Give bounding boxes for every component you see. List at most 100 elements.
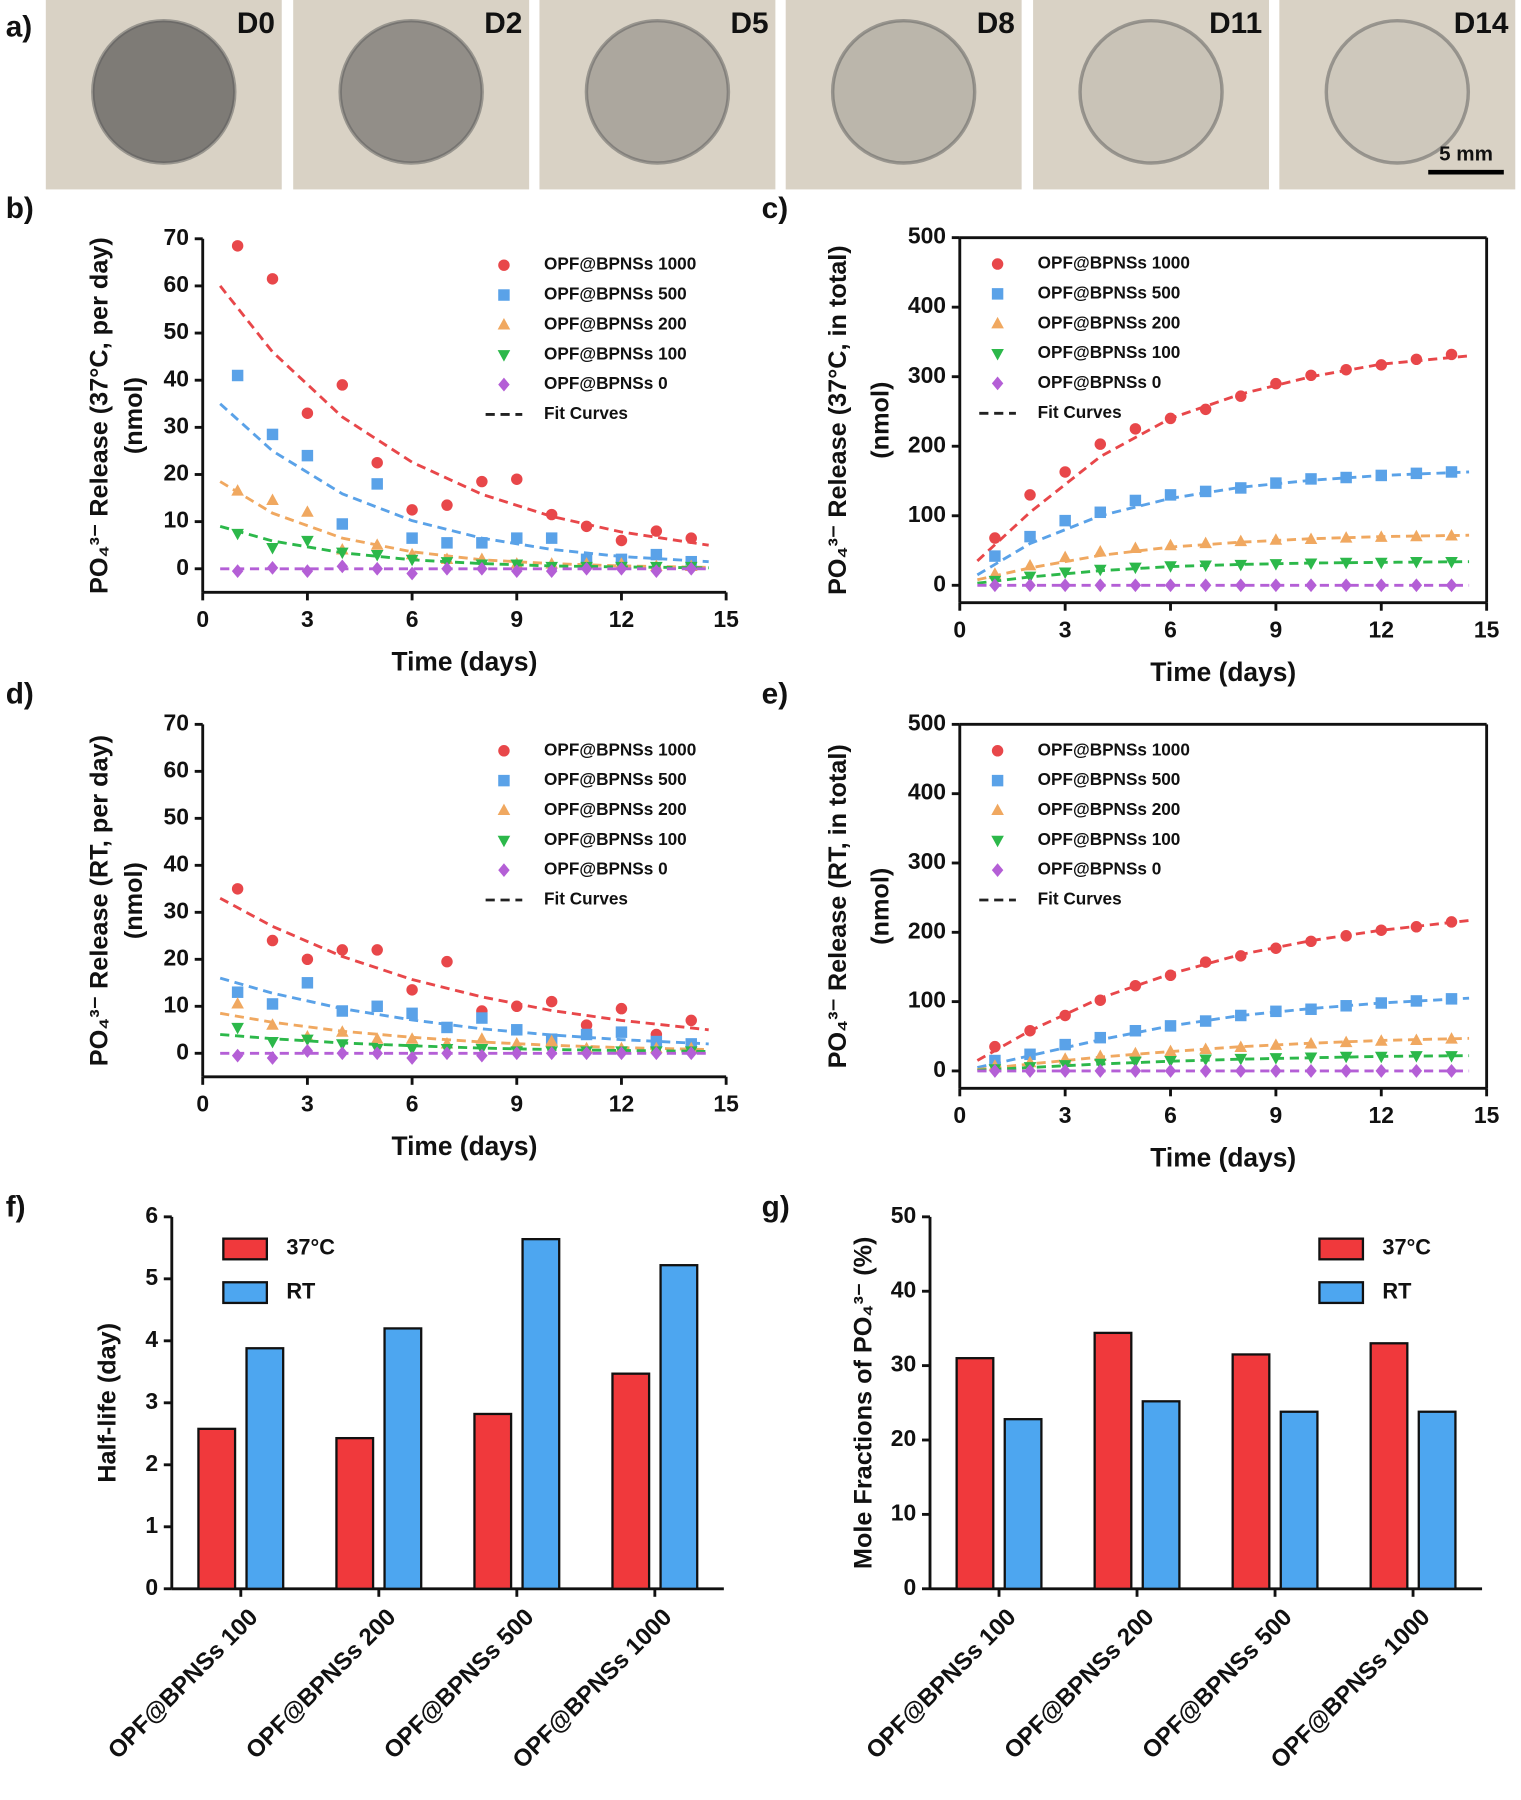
marker xyxy=(1129,562,1142,575)
marker xyxy=(1199,1015,1212,1027)
y-tick-label: 20 xyxy=(164,944,189,970)
marker xyxy=(1199,1042,1212,1055)
marker xyxy=(1235,950,1247,962)
marker xyxy=(301,564,314,579)
photo-label: D2 xyxy=(484,7,522,40)
x-tick-label: OPF@BPNSs 500 xyxy=(1137,1604,1297,1765)
marker xyxy=(1340,471,1352,484)
marker xyxy=(1199,560,1212,573)
y-tick-label: 2 xyxy=(145,1450,158,1476)
marker xyxy=(1164,489,1177,501)
marker xyxy=(1164,969,1177,982)
marker xyxy=(476,1012,488,1024)
legend-label: 37°C xyxy=(286,1235,335,1260)
legend-label: OPF@BPNSs 200 xyxy=(1038,799,1181,819)
marker xyxy=(231,484,244,496)
marker xyxy=(989,578,1001,593)
marker xyxy=(1339,557,1353,570)
x-tick-label: 15 xyxy=(713,1091,739,1117)
legend-label: OPF@BPNSs 1000 xyxy=(1038,253,1190,273)
marker xyxy=(301,449,314,462)
marker xyxy=(441,561,453,576)
y-axis-label: (nmol) xyxy=(120,862,148,939)
fit-curve xyxy=(219,976,709,1046)
marker xyxy=(405,1044,419,1056)
y-tick-label: 0 xyxy=(176,554,189,580)
y-tick-label: 0 xyxy=(145,1574,158,1600)
marker xyxy=(1024,1024,1036,1037)
legend-marker xyxy=(498,863,510,878)
marker xyxy=(1199,485,1212,498)
marker xyxy=(1199,403,1212,416)
marker xyxy=(1269,533,1283,545)
marker xyxy=(301,953,314,966)
x-tick-label: 0 xyxy=(196,1091,209,1117)
legend-label: Fit Curves xyxy=(1038,889,1122,909)
marker xyxy=(266,542,279,555)
marker xyxy=(1164,412,1177,425)
marker xyxy=(615,534,628,547)
y-tick-label: 300 xyxy=(908,362,946,388)
panel-label: c) xyxy=(762,192,788,225)
legend-marker xyxy=(991,316,1004,329)
y-axis-label: Half-life (day) xyxy=(93,1323,121,1483)
y-tick-label: 40 xyxy=(891,1276,916,1302)
marker xyxy=(685,1014,697,1027)
legend-label: OPF@BPNSs 0 xyxy=(1038,859,1162,879)
marker xyxy=(1340,364,1352,376)
panel-label: d) xyxy=(6,678,34,711)
y-tick-label: 200 xyxy=(908,917,946,943)
y-tick-label: 10 xyxy=(164,991,189,1017)
marker xyxy=(1270,942,1282,954)
marker xyxy=(580,1028,593,1041)
y-axis-label: PO₄³⁻ Release (RT, in total) xyxy=(824,744,852,1068)
marker xyxy=(476,537,488,549)
marker xyxy=(336,379,349,391)
marker xyxy=(1375,359,1387,371)
marker xyxy=(371,944,383,956)
marker xyxy=(1129,979,1142,992)
marker xyxy=(1023,558,1037,571)
bar xyxy=(197,1427,237,1590)
marker xyxy=(1340,1064,1352,1078)
panel-label: e) xyxy=(762,678,788,711)
marker xyxy=(371,478,383,490)
y-tick-label: 20 xyxy=(891,1425,916,1451)
marker xyxy=(1445,557,1458,569)
marker xyxy=(1024,1048,1036,1061)
marker xyxy=(1235,390,1247,402)
fit-curve xyxy=(977,533,1470,582)
y-tick-label: 30 xyxy=(164,412,189,438)
bar xyxy=(1279,1410,1319,1590)
legend-label: RT xyxy=(1382,1278,1412,1303)
marker xyxy=(1410,1051,1423,1063)
marker xyxy=(1199,1064,1212,1078)
legend-swatch xyxy=(1318,1237,1365,1261)
marker xyxy=(1375,1064,1387,1078)
marker xyxy=(266,560,279,575)
x-axis-label: Time (days) xyxy=(1150,1142,1296,1172)
marker xyxy=(615,1026,628,1038)
legend-label: OPF@BPNSs 500 xyxy=(544,769,687,789)
y-tick-label: 40 xyxy=(164,365,189,391)
marker xyxy=(1375,469,1387,482)
marker xyxy=(231,883,244,895)
marker xyxy=(1410,921,1423,933)
photo xyxy=(785,0,1022,190)
marker xyxy=(441,537,453,549)
marker xyxy=(1129,541,1142,554)
x-tick-label: OPF@BPNSs 100 xyxy=(103,1604,263,1765)
marker xyxy=(1375,997,1387,1009)
marker xyxy=(231,240,244,252)
marker xyxy=(685,532,697,544)
marker xyxy=(1093,1049,1107,1061)
y-tick-label: 10 xyxy=(891,1499,916,1525)
photo-label: D8 xyxy=(977,7,1015,40)
y-tick-label: 60 xyxy=(164,756,189,782)
x-axis-label: Time (days) xyxy=(392,1131,538,1161)
marker xyxy=(1094,506,1107,519)
marker xyxy=(441,955,453,968)
x-tick-label: 9 xyxy=(1270,616,1283,642)
marker xyxy=(405,554,419,567)
